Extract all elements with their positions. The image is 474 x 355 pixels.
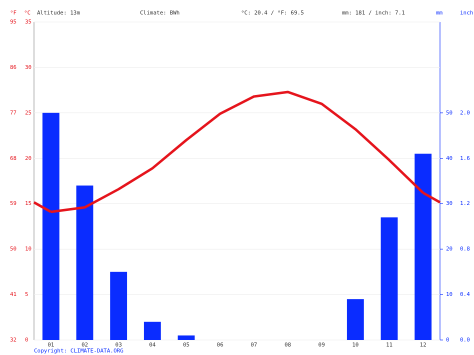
y-tick-label-c: 10 <box>25 247 32 253</box>
x-tick-label: 02 <box>81 343 88 349</box>
y-tick-label-f: 41 <box>10 292 17 298</box>
temp-line <box>50 90 424 214</box>
x-tick-label: 07 <box>251 343 258 349</box>
x-tick-label: 05 <box>183 343 190 349</box>
y-tick-label-c: 5 <box>25 292 28 298</box>
precip-bar <box>414 153 432 340</box>
y2-tick-label: 10 <box>446 292 453 298</box>
precip-bar <box>380 217 398 340</box>
precip-bar <box>346 299 364 340</box>
x-tick-label: 11 <box>386 343 393 349</box>
x-tick-label: 03 <box>115 343 122 349</box>
precip-bar <box>42 112 60 340</box>
y-tick-label-c: 35 <box>25 20 32 26</box>
temp-wrap <box>33 201 52 213</box>
y2-tick-label-inch: 2.0 <box>460 110 470 116</box>
y2-tick-label: 0 <box>446 338 449 344</box>
y-tick-label-f: 68 <box>10 156 17 162</box>
header-altitude: Altitude: 13m <box>37 11 81 17</box>
y-tick-label-c: 30 <box>25 65 32 71</box>
y-tick-label-f: 77 <box>10 110 17 116</box>
precip-bar <box>76 185 94 340</box>
y2-tick-label: 20 <box>446 247 453 253</box>
copyright: Copyright: CLIMATE-DATA.ORG <box>34 349 123 355</box>
unit-c: °C <box>24 11 31 17</box>
header-precip: mm: 181 / inch: 7.1 <box>342 11 405 17</box>
unit-mm: mm <box>436 11 443 17</box>
x-tick-label: 08 <box>284 343 291 349</box>
precip-bar <box>110 271 128 340</box>
precip-bar <box>177 335 195 340</box>
precip-bar <box>143 321 161 340</box>
y2-tick-label-inch: 0.0 <box>460 338 470 344</box>
y-tick-label-f: 86 <box>10 65 17 71</box>
x-tick-label: 06 <box>217 343 224 349</box>
x-tick-label: 01 <box>48 343 55 349</box>
y2-tick-label-inch: 0.8 <box>460 247 470 253</box>
y2-tick-label: 50 <box>446 110 453 116</box>
x-tick-label: 09 <box>318 343 325 349</box>
x-tick-label: 12 <box>420 343 427 349</box>
unit-f: °F <box>10 11 17 17</box>
y-tick-label-c: 15 <box>25 201 32 207</box>
y-tick-label-c: 0 <box>25 338 28 344</box>
unit-inch: inch <box>460 11 473 17</box>
y2-tick-label-inch: 1.2 <box>460 201 470 207</box>
x-tick-label: 04 <box>149 343 156 349</box>
y-tick-label-f: 50 <box>10 247 17 253</box>
y-tick-label-f: 32 <box>10 338 17 344</box>
y2-tick-label: 30 <box>446 201 453 207</box>
y-tick-label-c: 20 <box>25 156 32 162</box>
y2-tick-label: 40 <box>446 156 453 162</box>
header-climate: Climate: BWh <box>140 11 180 17</box>
y2-tick-label-inch: 0.4 <box>460 292 471 298</box>
temp-wrap <box>422 191 441 204</box>
header-temp: °C: 20.4 / °F: 69.5 <box>241 11 304 17</box>
y2-tick-label-inch: 1.6 <box>460 156 470 162</box>
y-tick-label-c: 25 <box>25 110 32 116</box>
y-tick-label-f: 95 <box>10 20 17 26</box>
y-tick-label-f: 59 <box>10 201 17 207</box>
x-tick-label: 10 <box>352 343 359 349</box>
